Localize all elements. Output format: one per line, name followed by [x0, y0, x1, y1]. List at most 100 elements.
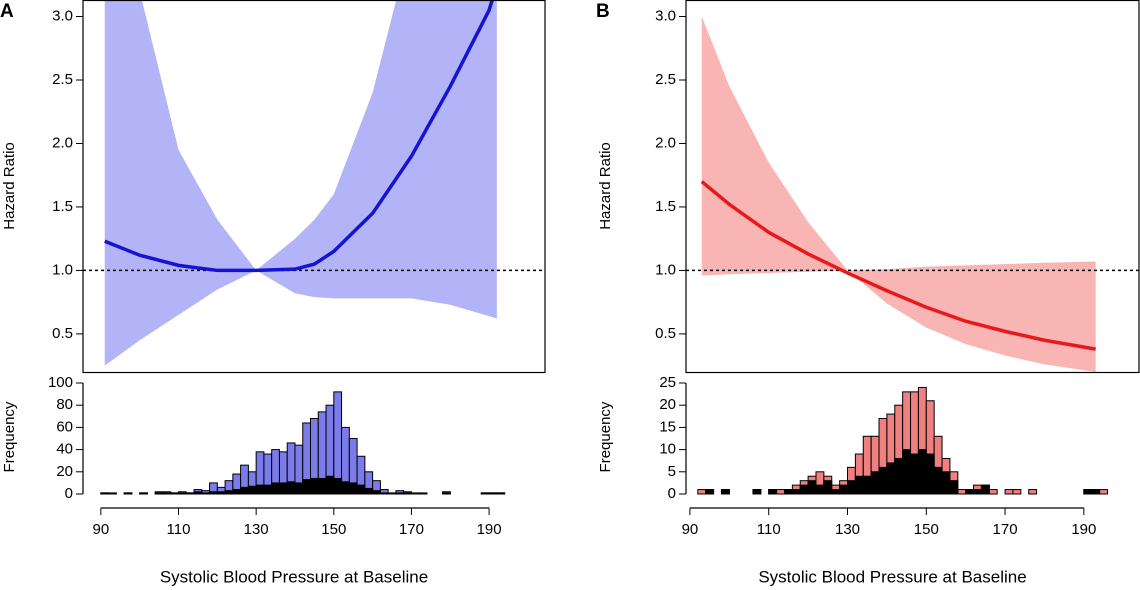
panel-label: A [0, 1, 14, 22]
histogram-bar [139, 492, 148, 495]
x-axis-label: Systolic Blood Pressure at Baseline [758, 567, 1026, 586]
y-tick-label: 0.5 [655, 325, 676, 342]
panel-label: B [596, 1, 610, 22]
histogram-bar [185, 492, 195, 495]
histogram-bar [783, 489, 793, 495]
plot-frame [82, 0, 546, 374]
histogram-bar [387, 492, 397, 495]
histogram-bar [356, 484, 366, 495]
histogram-bar [973, 489, 982, 495]
histogram-bar [247, 485, 257, 495]
y-tick-label: 0 [65, 485, 73, 502]
y-tick-label: 10 [659, 441, 676, 458]
histogram-bar [193, 491, 203, 495]
confidence-band [701, 16, 1096, 372]
y-tick-label: 3.0 [655, 7, 676, 24]
histogram-bar [815, 484, 825, 495]
histogram-bar [216, 491, 226, 495]
histogram-bar [278, 482, 288, 495]
y-tick-label: 1.5 [655, 198, 676, 215]
x-tick-label: 110 [757, 521, 781, 538]
histogram-bar [341, 481, 350, 495]
y-axis-label: Frequency [597, 401, 614, 472]
histogram-bar [697, 489, 707, 495]
histogram-bar [480, 492, 490, 495]
x-tick-label: 150 [914, 521, 939, 538]
histogram-bar [310, 477, 319, 495]
histogram-bar [902, 449, 912, 495]
histogram-bar [925, 453, 935, 495]
histogram-bar [988, 489, 998, 495]
hazard-line [104, 0, 495, 273]
x-tick-label: 90 [682, 521, 699, 538]
histogram-bar [831, 489, 841, 495]
histogram-bar [957, 489, 967, 495]
histogram-bar [372, 490, 381, 495]
histogram-bar [910, 453, 919, 495]
histogram-bar [263, 484, 273, 495]
y-tick-label: 40 [56, 441, 73, 458]
histogram-bar [799, 484, 809, 495]
y-tick-label: 2.0 [52, 134, 73, 151]
x-tick-label: 170 [399, 521, 424, 538]
y-tick-label: 60 [56, 418, 73, 435]
histogram-bar [255, 484, 265, 495]
histogram-bar [823, 480, 833, 495]
y-tick-label: 80 [56, 396, 73, 413]
histogram-bar [488, 492, 498, 495]
histogram-bar [980, 484, 990, 495]
histogram-bar [862, 475, 872, 495]
x-tick-label: 170 [993, 521, 1018, 538]
y-tick-label: 0 [668, 485, 676, 502]
histogram-bar [917, 449, 927, 495]
histogram-bar [333, 477, 343, 495]
histogram-bar [348, 482, 358, 495]
confidence-band [104, 0, 497, 366]
histogram-bar [302, 479, 312, 495]
histogram-bar [878, 466, 888, 495]
y-tick-label: 2.5 [52, 71, 73, 88]
histogram-bar [854, 475, 864, 495]
histogram-bar [941, 471, 951, 495]
histogram-bar [364, 487, 374, 495]
y-tick-label: 1.0 [655, 261, 676, 278]
x-tick-label: 130 [835, 521, 860, 538]
y-tick-label: 1.5 [52, 198, 73, 215]
y-tick-label: 2.0 [655, 134, 676, 151]
histogram-bar [776, 489, 785, 495]
x-tick-label: 110 [167, 521, 191, 538]
histogram-bar [933, 466, 943, 495]
histogram-bar [807, 480, 817, 495]
histogram-bar [232, 489, 242, 495]
histogram-bar [768, 489, 778, 495]
x-tick-label: 90 [93, 521, 110, 538]
histogram-bar [442, 492, 451, 495]
x-axis-label: Systolic Blood Pressure at Baseline [160, 567, 428, 586]
histogram-bar [1012, 489, 1022, 495]
histogram-bar [720, 489, 730, 495]
histogram-bar [1083, 489, 1093, 495]
histogram-bar [240, 486, 249, 495]
histogram-bar [209, 491, 218, 495]
histogram-bar [752, 489, 762, 495]
y-tick-label: 15 [659, 418, 676, 435]
histogram-bar [705, 489, 715, 495]
histogram-bar [410, 492, 420, 495]
y-axis-label: Hazard Ratio [597, 142, 614, 230]
histogram-bar [286, 481, 296, 495]
histogram-bar [162, 492, 172, 495]
hazard-line [700, 180, 1096, 351]
histogram-bar [123, 492, 133, 495]
histogram-bar [1091, 489, 1101, 495]
plot-frame [685, 0, 1140, 374]
histogram-bar [317, 477, 327, 495]
histogram-bar [403, 492, 412, 495]
x-tick-label: 150 [321, 521, 346, 538]
y-tick-label: 20 [659, 396, 676, 413]
histogram-bar [178, 492, 187, 495]
histogram-bar [1028, 489, 1038, 495]
x-tick-label: 190 [1071, 521, 1096, 538]
histogram-bar [201, 492, 211, 495]
histogram-bar [949, 480, 959, 495]
histogram-bar [886, 462, 896, 495]
